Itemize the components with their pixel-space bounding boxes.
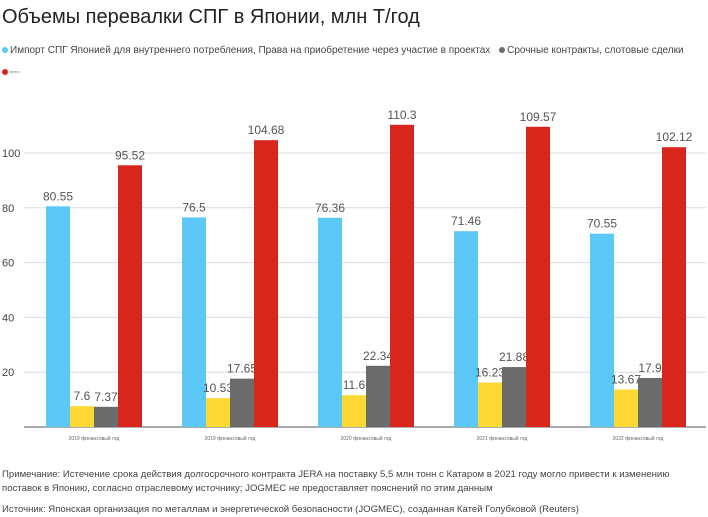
note-text: Примечание: Истечение срока действия дол… bbox=[2, 469, 670, 494]
bar-s0-c0 bbox=[46, 206, 70, 427]
legend-dot-blue-icon bbox=[2, 47, 8, 54]
bar-chart: 20 40 60 80 100 80.55 7.6 7.37 95.52 2019 финансо… bbox=[2, 108, 706, 442]
y-tick-label-60: 60 bbox=[2, 258, 14, 270]
data-label-s3-c4: 102.12 bbox=[656, 130, 693, 144]
data-label-s1-c0: 7.6 bbox=[74, 389, 91, 403]
bar-s3-c3 bbox=[526, 126, 550, 427]
data-label-s0-c0: 80.55 bbox=[43, 189, 73, 203]
bar-s0-c4 bbox=[590, 233, 614, 427]
data-label-s3-c1: 104.68 bbox=[248, 123, 285, 137]
data-label-s1-c3: 16.23 bbox=[475, 366, 505, 380]
bar-s1-c2 bbox=[342, 395, 366, 427]
y-tick-label-100: 100 bbox=[2, 148, 20, 160]
data-label-s0-c2: 76.36 bbox=[315, 201, 345, 215]
data-label-s2-c4: 17.9 bbox=[638, 361, 662, 375]
bar-s3-c0 bbox=[118, 165, 142, 427]
data-label-s2-c0: 7.37 bbox=[94, 390, 118, 404]
data-label-s0-c1: 76.5 bbox=[182, 200, 206, 214]
bar-s1-c4 bbox=[614, 389, 638, 427]
chart-title: Объемы перевалки СПГ в Японии, млн Т/год bbox=[2, 6, 420, 28]
x-tick-label-1: 2019 финансовый год bbox=[205, 435, 256, 442]
bar-s3-c2 bbox=[390, 124, 414, 427]
bar-s3-c1 bbox=[254, 140, 278, 427]
data-label-s2-c3: 21.88 bbox=[499, 350, 529, 364]
x-tick-label-0: 2019 финансовый год bbox=[69, 435, 120, 442]
data-label-s3-c3: 109.57 bbox=[520, 110, 557, 124]
legend-dot-gray-icon bbox=[499, 47, 506, 54]
bar-s2-c2 bbox=[366, 365, 390, 427]
legend-label-import-rights: Импорт СПГ Японией для внутреннего потре… bbox=[10, 45, 491, 56]
bar-s3-c4 bbox=[662, 147, 686, 427]
data-label-s2-c2: 22.34 bbox=[363, 349, 393, 363]
bar-s2-c4 bbox=[638, 377, 662, 427]
legend-entry-spot[interactable]: Срочные контракты, слотовые сделки bbox=[499, 44, 684, 57]
bar-s1-c3 bbox=[478, 382, 502, 427]
y-tick-label-40: 40 bbox=[2, 312, 14, 324]
bar-s1-c0 bbox=[70, 406, 94, 427]
bar-s0-c1 bbox=[182, 217, 206, 427]
legend-label-total: всего bbox=[10, 69, 20, 74]
data-label-s3-c2: 110.3 bbox=[387, 108, 416, 122]
legend-label-spot: Срочные контракты, слотовые сделки bbox=[507, 45, 684, 56]
legend-entry-total[interactable]: всего bbox=[2, 65, 20, 78]
notes-block: Примечание: Истечение срока действия дол… bbox=[2, 468, 708, 517]
data-label-s3-c0: 95.52 bbox=[115, 148, 145, 162]
data-label-s1-c2: 11.6 bbox=[343, 378, 366, 392]
legend: Импорт СПГ Японией для внутреннего потре… bbox=[2, 44, 706, 78]
legend-dot-red-icon bbox=[2, 68, 8, 75]
source-text: Источник: Японская организация по металл… bbox=[2, 504, 579, 515]
data-label-s1-c4: 13.67 bbox=[611, 373, 641, 387]
x-tick-label-4: 2022 финансовый год bbox=[613, 435, 664, 442]
bar-s2-c0 bbox=[94, 406, 118, 427]
bar-s2-c1 bbox=[230, 378, 254, 427]
data-label-s0-c4: 70.55 bbox=[587, 217, 617, 231]
data-label-s2-c1: 17.65 bbox=[227, 362, 257, 376]
bar-s2-c3 bbox=[502, 367, 526, 427]
x-tick-label-2: 2020 финансовый год bbox=[341, 435, 392, 442]
x-tick-label-3: 2021 финансовый год bbox=[477, 435, 528, 442]
bar-s1-c1 bbox=[206, 398, 230, 427]
bar-s0-c2 bbox=[318, 217, 342, 427]
y-tick-label-20: 20 bbox=[2, 367, 14, 379]
data-label-s1-c1: 10.53 bbox=[203, 381, 233, 395]
y-tick-label-80: 80 bbox=[2, 203, 14, 215]
bar-s0-c3 bbox=[454, 231, 478, 427]
legend-entry-import-rights[interactable]: Импорт СПГ Японией для внутреннего потре… bbox=[2, 44, 490, 57]
data-label-s0-c3: 71.46 bbox=[451, 214, 481, 228]
